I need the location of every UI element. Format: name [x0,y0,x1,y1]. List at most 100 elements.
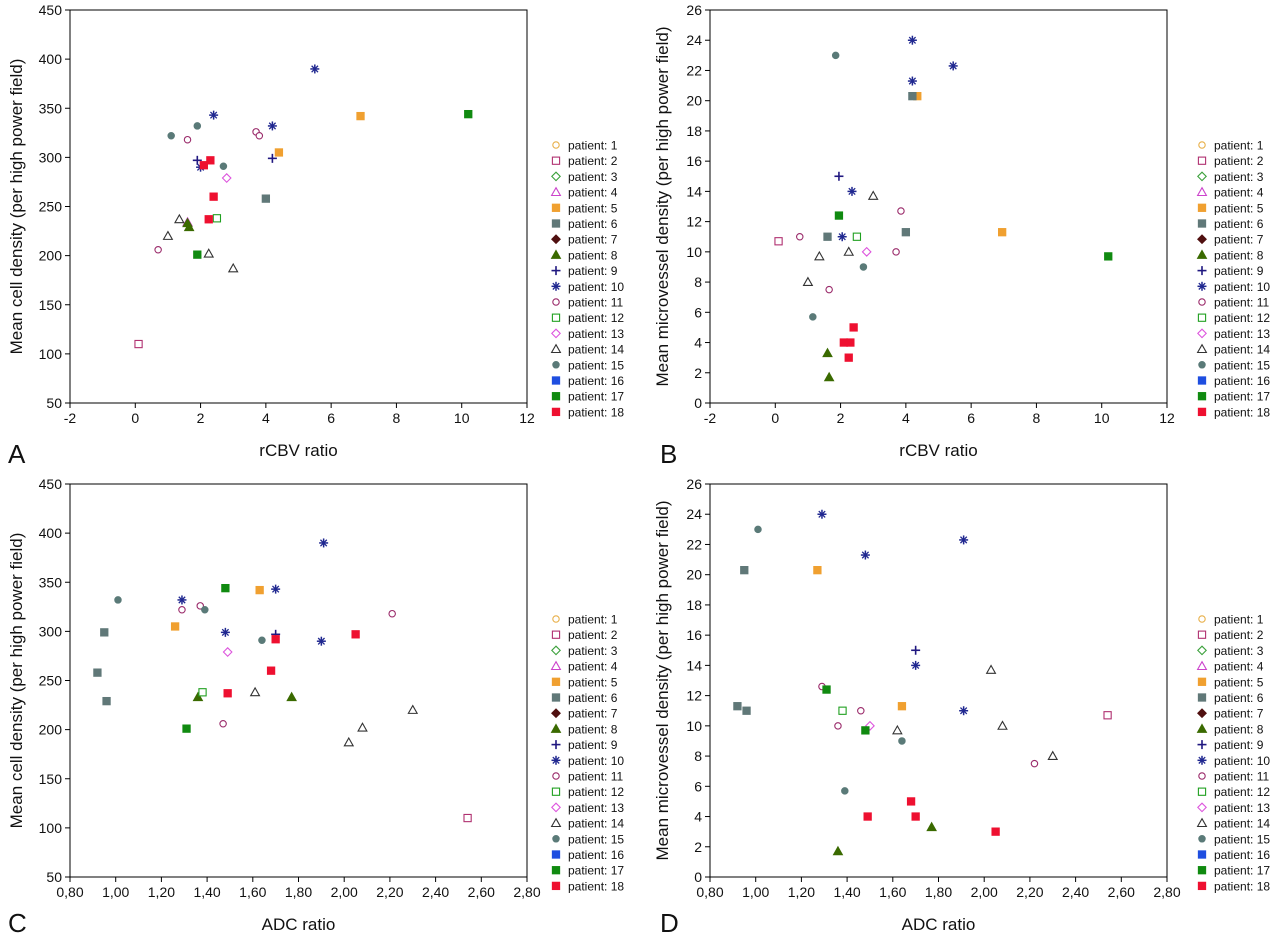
data-point [310,64,320,74]
data-point [844,353,853,362]
y-tick-label: 150 [39,297,63,313]
y-tick-label: 14 [686,183,702,199]
data-point [203,248,215,258]
legend-item: patient: 1 [1198,139,1264,153]
data-point [847,186,857,196]
data-point [266,666,276,675]
legend-marker [1197,407,1207,417]
legend-marker [1197,677,1207,686]
data-point [867,190,879,200]
legend-marker [1197,392,1207,401]
data-point [183,135,192,144]
legend-item: patient: 5 [551,201,618,215]
legend-marker [1197,203,1207,212]
legend-item: patient: 3 [551,644,618,658]
legend-marker [551,392,561,401]
x-tick-label: 6 [327,410,335,426]
legend-marker [1197,219,1207,228]
data-point [901,228,911,237]
data-point [258,636,266,644]
data-point [267,153,277,163]
data-point [740,566,749,575]
legend-item: patient: 13 [551,327,624,341]
legend-label: patient: 4 [1214,660,1264,674]
data-point [219,162,228,170]
data-point [742,706,751,715]
legend-label: patient: 18 [1214,405,1270,419]
legend-label: patient: 16 [1214,374,1270,388]
legend-marker [1196,186,1208,197]
y-axis-label: Mean microvessel density (per high power… [653,27,672,387]
legend-marker [1197,881,1207,891]
y-tick-label: 100 [39,346,63,362]
y-tick-label: 22 [686,536,702,552]
data-point [167,132,175,140]
data-point [343,736,355,747]
legend-item: patient: 15 [1198,358,1270,372]
legend-item: patient: 4 [550,186,618,200]
plot-frame [709,483,1168,878]
x-axis-label: rCBV ratio [259,441,337,460]
legend-item: patient: 10 [1197,754,1270,768]
legend-item: patient: 6 [551,217,618,231]
legend-label: patient: 1 [1214,613,1264,627]
legend-label: patient: 12 [568,785,624,799]
legend-item: patient: 18 [1197,879,1270,893]
x-axis-label: rCBV ratio [899,441,977,460]
data-point [267,121,277,131]
data-point [174,213,185,224]
x-tick-label: 8 [1033,410,1041,426]
x-tick-label: 0,80 [696,884,723,900]
legend-item: patient: 5 [1197,675,1264,689]
legend-item: patient: 8 [550,722,618,736]
y-tick-label: 200 [39,722,63,738]
data-point [102,696,111,706]
data-point [316,636,326,646]
legend-marker [551,708,561,719]
legend-marker [550,660,562,671]
x-axis-label: ADC ratio [262,915,336,934]
legend-label: patient: 3 [568,644,618,658]
legend-label: patient: 12 [568,311,624,325]
legend-item: patient: 4 [550,660,618,674]
legend-marker [1198,361,1206,369]
legend-marker [551,866,561,875]
legend-item: patient: 9 [551,738,618,752]
data-point [357,722,368,732]
legend-label: patient: 17 [1214,864,1270,878]
legend-marker [1197,693,1207,702]
data-point [837,232,847,242]
legend-marker [1197,850,1207,859]
data-point [209,110,219,120]
legend-item: patient: 16 [551,848,624,862]
data-point [177,595,187,605]
legend-label: patient: 7 [1214,233,1264,247]
legend-marker [550,249,562,259]
data-point [911,645,921,655]
legend-item: patient: 7 [1197,233,1264,247]
legend-item: patient: 15 [1198,832,1270,846]
legend-label: patient: 13 [1214,327,1270,341]
panel-c: C 0,80 1,00 1,20 1,40 1,60 1,80 2,00 2,20 2,40 2,… [7,476,624,938]
legend-marker [1198,298,1206,306]
legend-marker [1197,266,1207,276]
legend-item: patient: 12 [551,311,624,325]
y-tick-label: 16 [686,153,702,169]
legend-label: patient: 10 [568,280,624,294]
x-tick-label: 12 [1159,410,1175,426]
data-point [1103,711,1112,720]
data-point [907,76,917,86]
y-tick-label: 18 [686,597,702,613]
legend-item: patient: 4 [1196,186,1264,200]
legend-marker [551,328,561,339]
legend-label: patient: 14 [1214,817,1270,831]
legend-label: patient: 7 [568,233,618,247]
data-point [206,156,215,165]
y-tick-label: 350 [39,574,63,590]
data-point [814,250,825,261]
legend-item: patient: 11 [552,296,623,310]
y-tick-label: 20 [686,93,702,109]
legend-label: patient: 14 [568,817,624,831]
